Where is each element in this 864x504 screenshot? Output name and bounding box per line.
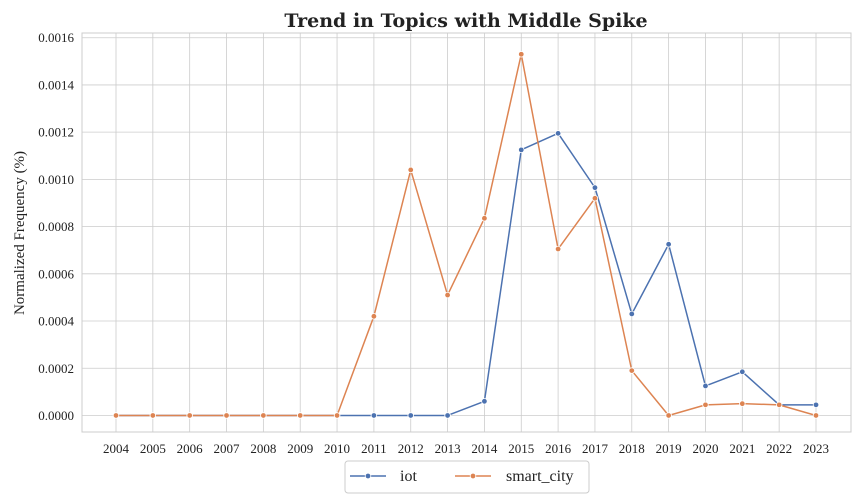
data-point (481, 215, 488, 222)
legend-label: iot (400, 468, 417, 485)
data-point (739, 368, 746, 375)
legend-box (344, 460, 590, 494)
y-tick-label: 0.0006 (38, 266, 74, 281)
x-tick-label: 2015 (508, 441, 534, 456)
data-point (702, 382, 709, 390)
chart-title: Trend in Topics with Middle Spike (284, 10, 647, 32)
series-iot (112, 130, 820, 419)
x-tick-label: 2021 (729, 441, 755, 456)
data-point (333, 412, 341, 419)
x-tick-label: 2010 (324, 441, 350, 456)
x-tick-label: 2016 (545, 441, 572, 456)
x-tick-label: 2008 (250, 441, 276, 456)
data-point (665, 412, 672, 419)
data-point (591, 195, 599, 202)
y-tick-label: 0.0016 (38, 30, 74, 45)
data-point (223, 412, 230, 419)
data-point (554, 245, 562, 253)
y-tick-label: 0.0004 (38, 314, 74, 329)
plot-frame (81, 32, 852, 433)
data-point (739, 400, 746, 407)
data-point (149, 412, 157, 419)
data-point (186, 412, 193, 419)
x-tick-labels: 2004 2005 2006 2007 2008 2009 2010 2011 2012 2013… (103, 441, 829, 456)
y-tick-label: 0.0010 (38, 172, 74, 187)
x-tick-label: 2014 (471, 441, 498, 456)
data-point (407, 166, 414, 174)
y-tick-label: 0.0000 (38, 408, 74, 423)
y-axis-label: Normalized Frequency (%) (12, 151, 28, 315)
data-point (775, 401, 783, 409)
y-tick-label: 0.0008 (38, 219, 74, 234)
x-tick-label: 2004 (103, 441, 130, 456)
series-line (116, 132, 816, 417)
x-tick-label: 2023 (803, 441, 829, 456)
data-point (554, 130, 562, 137)
data-point (444, 291, 451, 299)
y-tick-labels: 0.0000 0.0002 0.0004 0.0006 0.0008 0.0010 0.00… (38, 30, 74, 423)
y-tick-label: 0.0002 (38, 361, 74, 376)
grid (82, 33, 851, 432)
series (112, 51, 820, 419)
x-tick-label: 2022 (766, 441, 792, 456)
x-tick-label: 2012 (398, 441, 424, 456)
x-tick-label: 2019 (656, 441, 682, 456)
x-tick-label: 2005 (140, 441, 166, 456)
data-point (591, 184, 599, 191)
data-point (444, 412, 451, 419)
data-point (518, 51, 525, 58)
x-tick-label: 2006 (177, 441, 204, 456)
data-point (628, 367, 635, 374)
legend-label: smart_city (506, 468, 574, 485)
data-point (370, 313, 378, 320)
y-tick-label: 0.0014 (38, 77, 74, 92)
data-point (628, 310, 635, 318)
data-point (812, 412, 820, 419)
x-tick-label: 2017 (582, 441, 609, 456)
series-smart-city (112, 51, 820, 419)
x-tick-label: 2018 (619, 441, 645, 456)
data-point (702, 401, 709, 409)
x-tick-label: 2011 (361, 441, 387, 456)
data-point (518, 146, 525, 154)
legend-item-smart-city: smart_city (455, 468, 574, 485)
data-point (481, 398, 488, 405)
x-tick-label: 2009 (287, 441, 313, 456)
data-point (112, 412, 120, 419)
legend-item-iot: iot (350, 468, 417, 485)
x-tick-label: 2013 (435, 441, 461, 456)
x-tick-label: 2020 (692, 441, 718, 456)
legend-swatch-marker (364, 472, 372, 480)
data-point (370, 412, 378, 419)
data-point (665, 241, 672, 248)
series-line (116, 53, 817, 417)
x-tick-label: 2007 (214, 441, 241, 456)
legend-swatch-marker (469, 472, 477, 480)
data-point (407, 412, 414, 419)
y-tick-label: 0.0012 (38, 125, 74, 140)
data-point (297, 412, 304, 419)
data-point (812, 401, 820, 409)
legend: iot smart_city (344, 460, 590, 494)
data-point (260, 412, 267, 419)
